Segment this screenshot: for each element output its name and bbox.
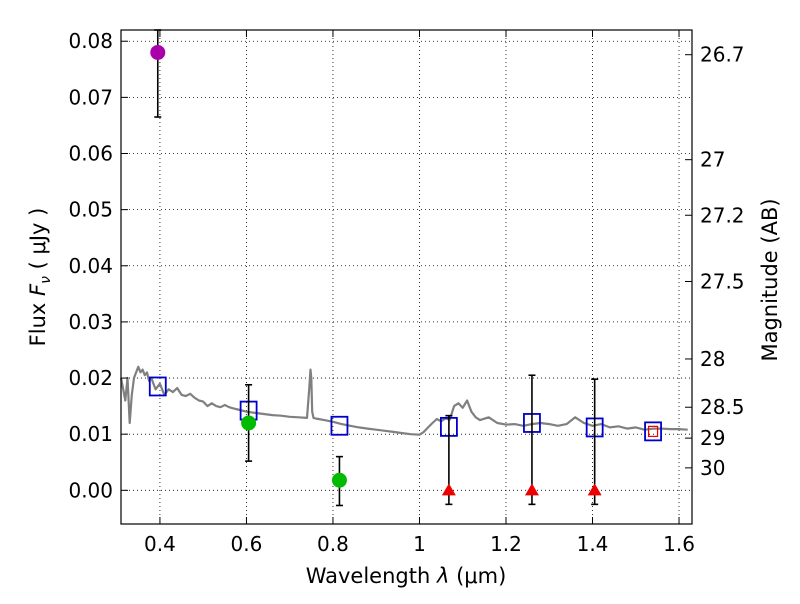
observed-point (150, 44, 166, 60)
model-point (148, 376, 167, 397)
y2-tick-label: 28 (700, 347, 725, 371)
model-point (330, 415, 349, 436)
plot-background (121, 30, 692, 524)
observed-point (241, 415, 257, 431)
spectrum-line (119, 365, 688, 436)
y-tick-label: 0.07 (68, 85, 113, 109)
y2-tick-label: 27 (700, 148, 725, 172)
y-tick-label: 0.03 (68, 310, 113, 334)
y-tick-label: 0.05 (68, 198, 113, 222)
y-tick-label: 0.00 (68, 478, 113, 502)
highlight-point (647, 425, 659, 437)
y2-tick-label: 27.5 (700, 269, 745, 293)
y-tick-label: 0.04 (68, 254, 113, 278)
x-tick-label: 1.4 (577, 532, 609, 556)
y-tick-label: 0.02 (68, 366, 113, 390)
plot-frame (120, 29, 693, 525)
x-axis-label: Wavelength λ (μm) (306, 564, 507, 588)
y2-tick-label: 30 (700, 456, 725, 480)
y-tick-label: 0.06 (68, 142, 113, 166)
upper-limit-point (524, 483, 539, 496)
y2-tick-label: 26.7 (700, 43, 745, 67)
x-tick-label: 1 (413, 532, 426, 556)
y2-tick-label: 29 (700, 426, 725, 450)
upper-limit-point (441, 483, 456, 496)
x-tick-label: 0.8 (317, 532, 349, 556)
model-point (644, 421, 662, 442)
y2-tick-label: 28.5 (700, 395, 745, 419)
y2-tick-label: 27.2 (700, 203, 745, 227)
x-tick-label: 1.6 (663, 532, 695, 556)
x-tick-label: 0.4 (144, 532, 176, 556)
observed-point (331, 472, 347, 488)
y-tick-label: 0.08 (68, 29, 113, 53)
upper-limit-point (587, 483, 602, 496)
x-tick-label: 1.2 (490, 532, 522, 556)
axis-ticks: 0.4 0.6 0.8 1 1.2 1.4 1.6 0.00 0.01 0.02 0.03 0.04 0… (68, 29, 744, 556)
x-tick-label: 0.6 (231, 532, 263, 556)
y-tick-label: 0.01 (68, 422, 113, 446)
y-axis-label: Flux Fν ( μJy ) (26, 208, 54, 347)
y2-axis-label: Magnitude (AB) (758, 198, 782, 361)
